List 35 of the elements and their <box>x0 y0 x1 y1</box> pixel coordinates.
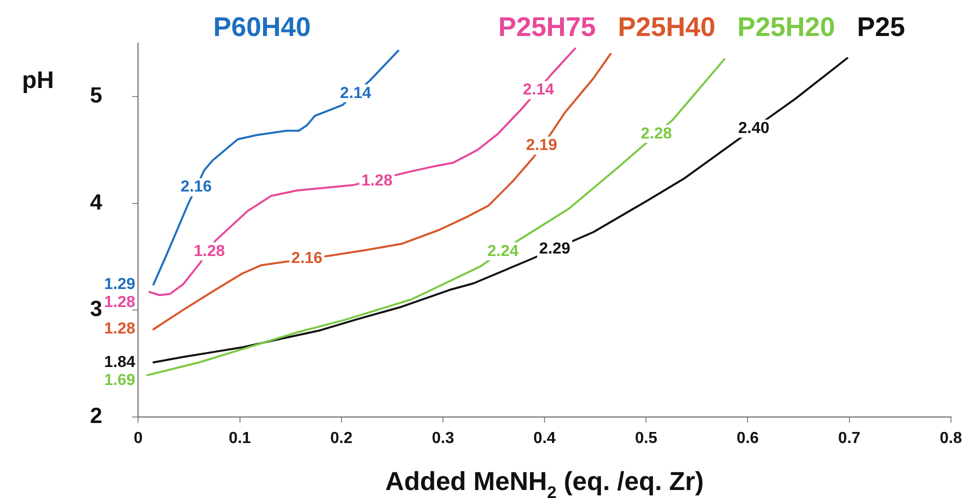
series-label: P25 <box>856 12 906 42</box>
y-tick-label: 3 <box>90 296 102 322</box>
annotation: 1.69 <box>104 372 136 389</box>
series-label: P25H20 <box>737 12 835 42</box>
x-tick-label: 0.4 <box>533 430 556 447</box>
x-tick-label: 0.8 <box>940 430 962 447</box>
annotation: 2.19 <box>526 137 558 154</box>
y-axis-title: pH <box>22 66 54 94</box>
annotation: 1.28 <box>194 242 226 260</box>
annotation: 2.40 <box>738 120 770 137</box>
annotation: 1.28 <box>361 172 393 190</box>
x-tick-label: 0.2 <box>330 430 353 447</box>
series-label: P25H40 <box>618 12 716 42</box>
annotation: 1.28 <box>104 320 136 338</box>
annotation: 1.29 <box>104 276 136 293</box>
annotation: 2.16 <box>180 178 212 196</box>
annotation: 2.14 <box>522 82 554 99</box>
annotation: 2.16 <box>291 250 323 268</box>
text: P60H40 <box>213 12 311 42</box>
annotation: 1.28 <box>104 294 136 311</box>
series-label: P25H75 <box>498 12 596 42</box>
annotation: 2.14 <box>340 84 372 102</box>
annotation: 2.24 <box>487 242 519 260</box>
y-tick-label: 2 <box>90 402 102 428</box>
annotation: 1.84 <box>104 354 136 371</box>
x-tick-label: 0.7 <box>838 430 861 447</box>
x-tick-label: 0 <box>134 430 143 447</box>
x-tick-label: 0.1 <box>228 430 252 447</box>
y-tick-label: 5 <box>90 82 102 108</box>
annotation: 2.29 <box>539 240 570 258</box>
x-tick-label: 0.6 <box>736 430 759 447</box>
annotation: 2.28 <box>640 125 672 142</box>
y-tick-label: 4 <box>90 189 103 214</box>
x-tick-label: 0.3 <box>432 430 454 447</box>
x-tick-label: 0.5 <box>635 430 658 447</box>
